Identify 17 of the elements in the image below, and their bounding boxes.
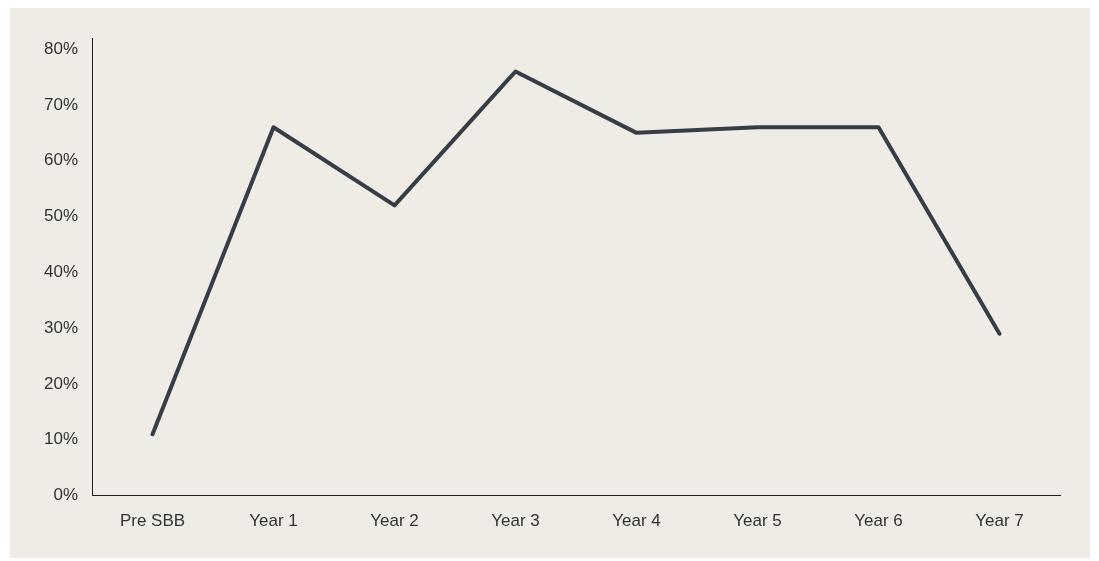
x-tick-label: Year 3 xyxy=(491,511,540,531)
x-tick-label: Year 4 xyxy=(612,511,661,531)
y-tick-label: 50% xyxy=(43,206,79,226)
x-tick-label: Pre SBB xyxy=(119,511,186,531)
y-tick-label: 0% xyxy=(53,485,79,505)
x-tick-label: Year 1 xyxy=(249,511,298,531)
x-tick-label: Year 2 xyxy=(370,511,419,531)
x-tick-label: Year 6 xyxy=(854,511,903,531)
y-tick-label: 40% xyxy=(43,262,79,282)
y-tick-label: 70% xyxy=(43,94,79,114)
y-tick-label: 30% xyxy=(43,317,79,337)
x-tick-label: Year 5 xyxy=(733,511,782,531)
x-tick-label: Year 7 xyxy=(975,511,1024,531)
y-tick-label: 20% xyxy=(43,373,79,393)
y-tick-label: 10% xyxy=(43,429,79,449)
y-tick-label: 80% xyxy=(43,38,79,58)
y-tick-label: 60% xyxy=(43,150,79,170)
